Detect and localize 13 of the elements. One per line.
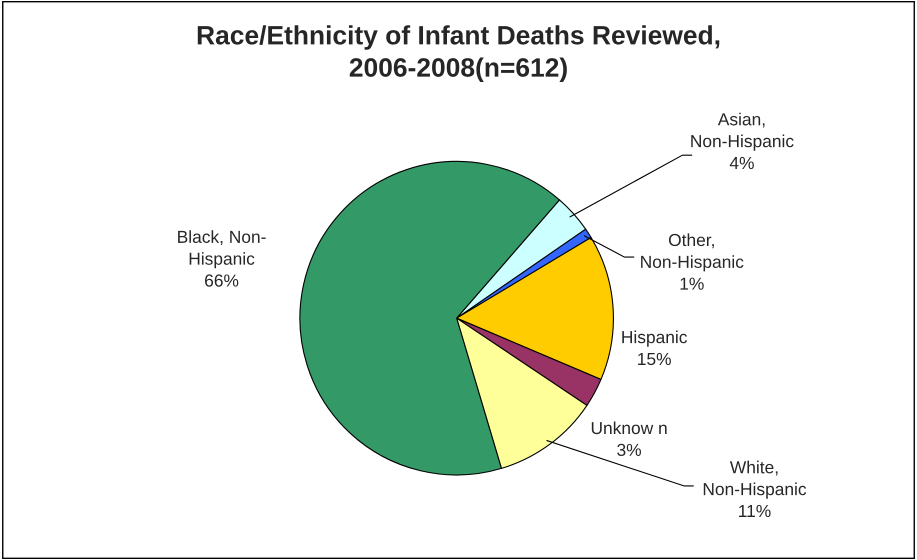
slice-label: White, Non-Hispanic — [704, 460, 806, 499]
slice-label: Other, Non-Hispanic — [641, 233, 744, 272]
slice-label: Black, Non- Hispanic — [178, 230, 266, 268]
data-label: 15% — [638, 352, 671, 366]
data-label: 1% — [680, 278, 704, 290]
data-label: 3% — [617, 444, 642, 456]
chart-title: Race/Ethnicity of Infant Deaths Reviewed, 2006-2008(n=612) — [198, 25, 720, 82]
slice-label: Hispanic — [622, 330, 687, 347]
data-label: 4% — [730, 156, 754, 170]
data-label: 11% — [739, 504, 771, 518]
slice-label: Asian, Non-Hispanic — [691, 112, 794, 151]
slice-label: Unknow n — [592, 421, 667, 434]
data-label: 66% — [205, 274, 238, 287]
